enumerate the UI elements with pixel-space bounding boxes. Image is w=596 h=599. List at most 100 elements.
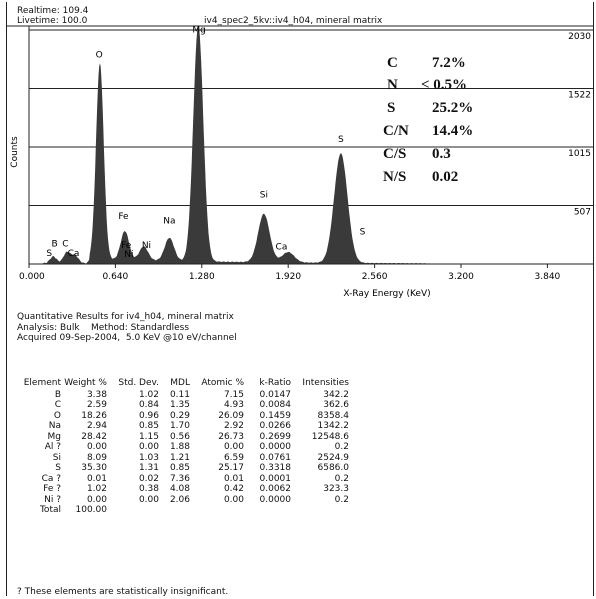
table-cell: 18.26 (81, 410, 107, 421)
spectrum-fill (42, 25, 563, 264)
table-cell: 35.30 (81, 463, 107, 473)
table-row: Al ? 0.00 0.00 1.88 0.00 0.0000 0.2 (17, 442, 349, 453)
overlay-label-cn: C/N (383, 123, 409, 139)
col-header: k-Ratio (259, 378, 291, 388)
realtime-readout: Realtime: 109.4 (17, 6, 89, 16)
table-cell: 1.02 (138, 389, 159, 400)
table-cell: 1.35 (169, 400, 190, 410)
y-tick-label: 1015 (568, 149, 591, 159)
peak-label: Ca (68, 249, 80, 259)
overlay-label-ns: N/S (383, 169, 407, 185)
acquired-line: Acquired 09-Sep-2004, 5.0 KeV @10 eV/cha… (17, 333, 237, 343)
table-cell: 0.38 (138, 484, 159, 494)
spectrum-report-window: Realtime: 109.4 Livetime: 100.0 iv4_spec… (6, 2, 594, 597)
spectrum-chart: 2030 1522 1015 507 0.000 0.640 1.280 1.920 2.56… (7, 25, 593, 299)
col-header: Atomic % (201, 378, 244, 388)
overlay-value-cn: 14.4% (432, 123, 474, 139)
peak-label: Mg (192, 25, 205, 35)
x-tick-label: 1.280 (189, 272, 215, 282)
table-cell: 6.59 (223, 452, 244, 463)
table-cell: 323.3 (323, 484, 349, 494)
table-cell: B (54, 389, 61, 400)
table-row: Ca ? 0.01 0.02 7.36 0.01 0.0001 0.2 (17, 474, 349, 485)
table-cell: 0.0761 (259, 452, 292, 463)
table-cell: 1342.2 (317, 421, 350, 431)
table-cell: 0.0001 (259, 473, 292, 484)
x-tick-label: 0.000 (19, 272, 45, 282)
table-row: S 35.30 1.31 0.85 25.17 0.3318 6586.0 (17, 463, 349, 474)
table-cell: 0.42 (223, 484, 244, 494)
table-cell: 0.2 (334, 442, 349, 452)
table-cell: 26.09 (218, 410, 244, 421)
col-header: MDL (170, 378, 190, 388)
table-cell: 0.00 (86, 494, 107, 505)
table-cell: 26.73 (218, 431, 244, 442)
x-tick-label: 2.560 (362, 272, 388, 282)
overlay-label-cs: C/S (383, 146, 407, 162)
x-tick-label: 3.200 (448, 272, 474, 282)
table-row: Si 8.09 1.03 1.21 6.59 0.0761 2524.9 (17, 453, 349, 464)
table-row: O 18.26 0.96 0.29 26.09 0.1459 8358.4 (17, 411, 349, 422)
peak-label: Fe (121, 241, 132, 251)
col-header: Element (23, 378, 61, 388)
peak-label: S (338, 135, 344, 145)
table-cell: 1.15 (138, 431, 159, 442)
table-row: B 3.38 1.02 0.11 7.15 0.0147 342.2 (17, 390, 349, 401)
table-cell: 0.85 (138, 421, 159, 431)
table-cell: 2.94 (86, 421, 107, 431)
table-cell: 4.93 (223, 400, 244, 410)
results-title: Quantitative Results for iv4_h04, minera… (17, 312, 234, 322)
x-tick-label: 1.920 (275, 272, 301, 282)
peak-label: S (46, 249, 52, 259)
table-cell: 1.02 (86, 484, 107, 494)
x-axis-ticks: 0.000 0.640 1.280 1.920 2.560 3.200 3.840 (19, 264, 561, 282)
table-cell: 0.2699 (259, 431, 292, 442)
y-tick-label: 2030 (568, 32, 591, 42)
table-cell: 1.31 (138, 463, 159, 473)
table-cell: Ca ? (41, 473, 61, 484)
table-cell: 1.70 (169, 421, 190, 431)
x-axis-title: X-Ray Energy (KeV) (343, 289, 430, 299)
table-row: C 2.59 0.84 1.35 4.93 0.0084 362.6 (17, 400, 349, 411)
table-cell: C (54, 400, 61, 410)
y-tick-label: 1522 (568, 91, 591, 101)
peak-label: B (52, 240, 58, 250)
table-cell: 0.29 (169, 410, 190, 421)
table-cell: 0.3318 (259, 463, 292, 473)
table-cell: 1.03 (138, 452, 159, 463)
table-cell: 7.15 (223, 389, 244, 400)
table-cell: 1.21 (169, 452, 190, 463)
table-cell: 0.0266 (259, 421, 292, 431)
col-header: Weight % (64, 378, 107, 388)
table-row: Fe ? 1.02 0.38 4.08 0.42 0.0062 323.3 (17, 484, 349, 495)
quantitative-results-table: Element Weight % Std. Dev. MDL Atomic % … (17, 378, 349, 516)
livetime-readout: Livetime: 100.0 (17, 16, 88, 26)
overlay-value-n: < 0.5% (421, 77, 468, 93)
peak-label: O (96, 51, 103, 61)
table-cell: 0.0084 (259, 400, 292, 410)
table-cell: 8358.4 (317, 410, 350, 421)
table-cell: 0.0147 (259, 389, 292, 400)
total-value: 100.00 (75, 505, 108, 515)
table-total-row: Total 100.00 (17, 505, 349, 516)
table-cell: 0.0000 (259, 494, 292, 505)
overlay-label-c: C (387, 55, 398, 71)
table-cell: 2524.9 (317, 452, 350, 463)
peak-label: Ca (276, 243, 288, 253)
gridlines: 2030 1522 1015 507 (29, 29, 593, 218)
table-cell: 0.56 (169, 431, 190, 442)
table-cell: 7.36 (169, 473, 190, 484)
table-cell: 0.1459 (259, 410, 292, 421)
peak-label: Ni (142, 241, 151, 251)
table-cell: 0.2 (334, 473, 349, 484)
table-row: Ni ? 0.00 0.00 2.06 0.00 0.0000 0.2 (17, 495, 349, 506)
table-cell: 25.17 (218, 463, 244, 473)
table-cell: O (53, 410, 61, 421)
table-cell: 2.59 (86, 400, 107, 410)
x-tick-label: 3.840 (535, 272, 561, 282)
table-header-row: Element Weight % Std. Dev. MDL Atomic % … (17, 378, 349, 390)
table-cell: 0.02 (138, 473, 159, 484)
table-cell: 0.0000 (259, 442, 292, 452)
table-cell: 0.01 (223, 473, 244, 484)
